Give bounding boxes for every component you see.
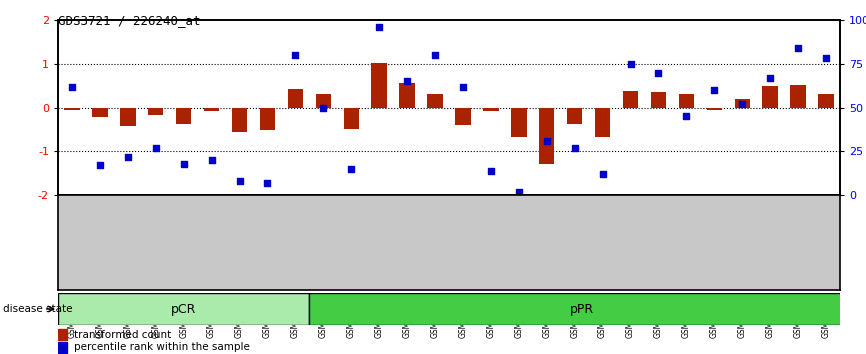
Bar [58,293,309,325]
Bar [120,108,135,126]
Point [512,189,526,194]
Bar [650,92,666,108]
Bar [58,329,68,340]
Bar [539,108,554,164]
Point [708,87,721,93]
Bar [427,95,443,108]
Bar [567,108,582,124]
Point [819,56,833,61]
Bar [707,108,722,110]
Text: transformed count: transformed count [74,330,171,339]
Bar [64,108,80,110]
Text: percentile rank within the sample: percentile rank within the sample [74,342,249,352]
Point [233,178,247,184]
Bar [260,108,275,130]
Point [484,168,498,173]
Bar [762,86,778,108]
Bar [372,63,387,108]
Point [400,79,414,84]
Bar [232,108,247,132]
Bar [309,293,854,325]
Point [792,45,805,51]
Bar [595,108,611,137]
Bar [344,108,359,129]
Point [316,105,330,110]
Point [540,138,553,144]
Point [261,180,275,185]
Bar [148,108,164,115]
Point [121,154,135,159]
Point [568,145,582,150]
Bar [176,108,191,124]
Bar [734,99,750,108]
Point [345,166,359,172]
Point [93,162,107,168]
Point [372,24,386,30]
Point [65,84,79,89]
Bar [456,108,470,125]
Point [456,84,470,89]
Text: pPR: pPR [570,303,594,315]
Point [680,113,694,119]
Text: disease state: disease state [3,304,72,314]
Point [624,61,637,67]
Bar [791,85,805,108]
Bar [315,95,331,108]
Point [288,52,302,58]
Point [651,70,665,75]
Bar [58,342,68,353]
Text: GDS3721 / 226240_at: GDS3721 / 226240_at [58,14,201,27]
Bar [679,93,694,108]
Point [763,75,777,81]
Point [735,101,749,107]
Bar [483,108,499,111]
Bar [511,108,527,137]
Text: pCR: pCR [171,303,197,315]
Bar [288,89,303,108]
Bar [399,84,415,108]
Point [596,171,610,177]
Bar [623,91,638,108]
Bar [92,108,107,117]
Point [204,157,218,163]
Point [428,52,442,58]
Bar [818,93,834,108]
Point [149,145,163,150]
Bar [204,108,219,111]
Point [177,161,191,166]
